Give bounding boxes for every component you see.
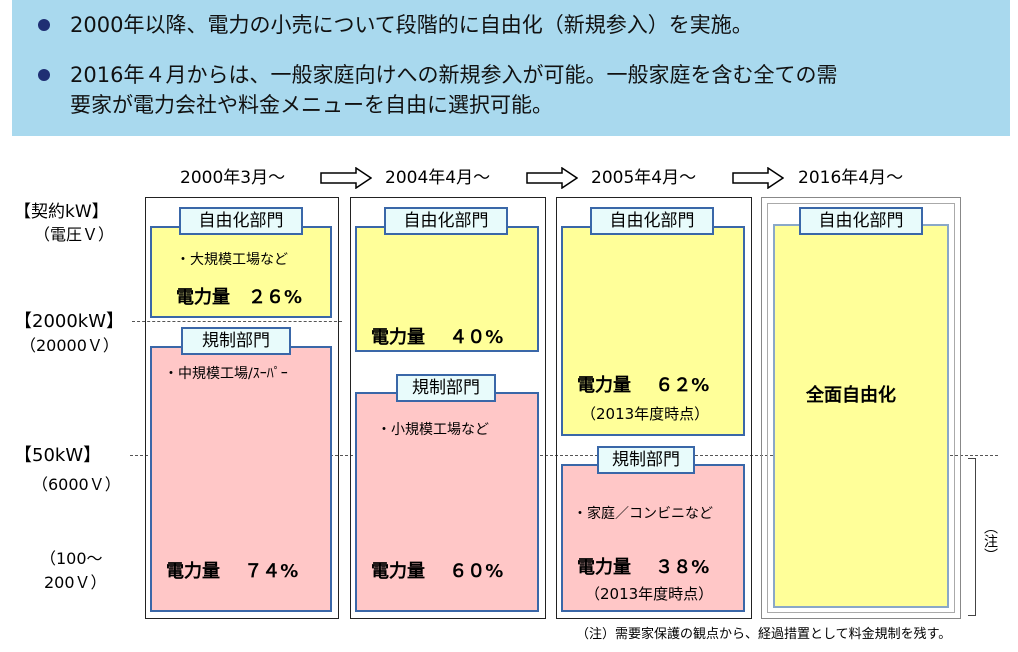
liberalized-label: 自由化部門	[179, 207, 303, 235]
regulated-label: 規制部門	[597, 446, 695, 474]
period-label-2016: 2016年4月～	[798, 168, 904, 188]
liberalized-label: 自由化部門	[590, 207, 714, 235]
liberalized-box: ・大規模工場など 電力量 ２６%	[150, 226, 332, 318]
footnote: （注）需要家保護の観点から、経過措置として料金規制を残す。	[576, 627, 952, 642]
summary-bullet-2: 2016年４月からは、一般家庭向けへの新規参入が可能。一般家庭を含む全ての需 要…	[38, 60, 998, 124]
regulated-note: ・中規模工場/ｽｰﾊﾟｰ	[164, 366, 288, 382]
y-level-50kw: 【50kW】	[14, 445, 102, 466]
bracket-note-label: （注）	[982, 520, 998, 562]
y-level-200v: 200Ｖ）	[44, 573, 107, 592]
period-column-2016: 全面自由化 自由化部門	[761, 197, 961, 619]
liberalized-sub: （2013年度時点）	[581, 405, 710, 423]
note-bracket	[968, 458, 976, 616]
liberalized-label: 自由化部門	[384, 207, 508, 235]
regulated-sub: （2013年度時点）	[585, 585, 714, 603]
summary-text-1: 2000年以降、電力の小売について段階的に自由化（新規参入）を実施。	[70, 13, 753, 37]
period-label-2000: 2000年3月～	[180, 168, 286, 188]
liberalized-amount: 電力量 ２６%	[176, 287, 303, 308]
timeline-arrow-icon	[526, 167, 578, 189]
summary-panel: 2000年以降、電力の小売について段階的に自由化（新規参入）を実施。 2016年…	[12, 0, 1010, 136]
summary-text-2a: 2016年４月からは、一般家庭向けへの新規参入が可能。一般家庭を含む全ての需	[70, 63, 838, 87]
threshold-line-2000kw	[132, 321, 342, 322]
period-column-2000: ・大規模工場など 電力量 ２６% 自由化部門 ・中規模工場/ｽｰﾊﾟｰ 電力量 …	[145, 197, 339, 619]
regulated-box: ・家庭／コンビニなど 電力量 ３８% （2013年度時点）	[561, 464, 745, 612]
liberalized-amount: 電力量 ４０%	[371, 327, 504, 348]
bullet-dot-icon	[38, 69, 50, 81]
bullet-dot-icon	[38, 19, 50, 31]
full-liberalization-frame	[767, 203, 955, 613]
y-level-6000v: （6000Ｖ）	[32, 475, 121, 494]
liberalized-amount: 電力量 ６２%	[577, 375, 710, 396]
timeline-arrow-icon	[732, 167, 784, 189]
y-level-2000kw: 【2000kW】	[14, 311, 125, 332]
regulated-label: 規制部門	[396, 374, 496, 402]
regulated-amount: 電力量 ３８%	[577, 557, 710, 578]
period-label-2004: 2004年4月～	[385, 168, 491, 188]
regulated-box: ・中規模工場/ｽｰﾊﾟｰ 電力量 ７４%	[150, 346, 332, 612]
regulated-label: 規制部門	[181, 327, 291, 355]
liberalized-box: 全面自由化	[773, 224, 949, 608]
liberalized-note: ・大規模工場など	[176, 252, 288, 268]
summary-bullet-1: 2000年以降、電力の小売について段階的に自由化（新規参入）を実施。	[38, 10, 998, 42]
liberalized-box: 電力量 ６２% （2013年度時点）	[561, 226, 745, 436]
regulated-amount: 電力量 ６０%	[371, 561, 504, 582]
summary-text-2b: 要家が電力会社や料金メニューを自由に選択可能。	[70, 93, 553, 117]
full-liberalization-text: 全面自由化	[806, 385, 896, 406]
liberalized-label: 自由化部門	[799, 207, 923, 235]
y-level-20000v: （20000Ｖ）	[20, 336, 119, 355]
period-column-2004: 電力量 ４０% 自由化部門 ・小規模工場など 電力量 ６０% 規制部門	[350, 197, 546, 619]
period-column-2005: 電力量 ６２% （2013年度時点） 自由化部門 ・家庭／コンビニなど 電力量 …	[556, 197, 752, 619]
y-level-100v: （100～	[40, 549, 103, 568]
liberalized-box: 電力量 ４０%	[355, 226, 539, 352]
regulated-amount: 電力量 ７４%	[166, 561, 299, 582]
y-axis-title: 【契約kW】	[14, 202, 109, 222]
regulated-box: ・小規模工場など 電力量 ６０%	[355, 392, 539, 612]
threshold-line-50kw	[130, 455, 998, 456]
timeline-arrow-icon	[320, 167, 372, 189]
y-axis-title-sub: （電圧Ｖ）	[34, 225, 115, 244]
period-label-2005: 2005年4月～	[591, 168, 697, 188]
regulated-note: ・小規模工場など	[377, 422, 489, 438]
regulated-note: ・家庭／コンビニなど	[573, 506, 713, 522]
